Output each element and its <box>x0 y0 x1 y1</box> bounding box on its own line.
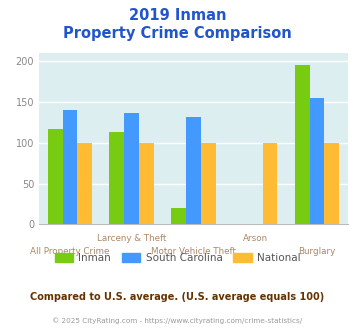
Bar <box>201 143 216 224</box>
Text: Larceny & Theft: Larceny & Theft <box>97 234 166 243</box>
Text: Motor Vehicle Theft: Motor Vehicle Theft <box>151 247 236 256</box>
Bar <box>324 143 339 224</box>
Legend: Inman, South Carolina, National: Inman, South Carolina, National <box>50 248 305 267</box>
Bar <box>139 143 154 224</box>
Text: 2019 Inman: 2019 Inman <box>129 8 226 23</box>
Text: Compared to U.S. average. (U.S. average equals 100): Compared to U.S. average. (U.S. average … <box>31 292 324 302</box>
Text: © 2025 CityRating.com - https://www.cityrating.com/crime-statistics/: © 2025 CityRating.com - https://www.city… <box>53 317 302 324</box>
Bar <box>77 143 92 224</box>
Text: Arson: Arson <box>243 234 268 243</box>
Bar <box>62 110 77 224</box>
Bar <box>263 143 278 224</box>
Text: Burglary: Burglary <box>299 247 335 256</box>
Bar <box>295 65 310 224</box>
Text: Property Crime Comparison: Property Crime Comparison <box>63 26 292 41</box>
Bar <box>171 208 186 224</box>
Bar <box>48 129 62 224</box>
Bar <box>310 98 324 224</box>
Text: All Property Crime: All Property Crime <box>30 247 110 256</box>
Bar <box>124 113 139 224</box>
Bar <box>186 117 201 224</box>
Bar <box>109 132 124 224</box>
